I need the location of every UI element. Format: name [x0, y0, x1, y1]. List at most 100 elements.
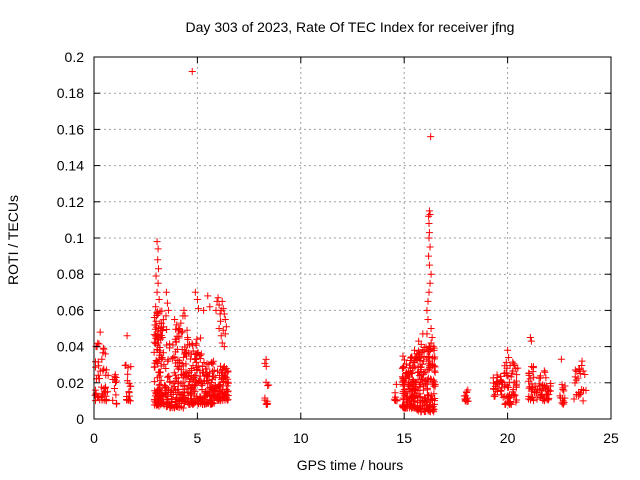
data-point [425, 229, 433, 237]
data-point [398, 378, 406, 386]
data-point [154, 245, 162, 253]
data-point [173, 321, 181, 329]
data-point [193, 335, 201, 343]
data-point [505, 353, 513, 361]
data-point [463, 397, 471, 405]
data-point [94, 371, 102, 379]
data-point [536, 374, 544, 382]
data-point [188, 67, 196, 75]
data-point [410, 358, 418, 366]
data-point [558, 399, 566, 407]
data-point [421, 394, 429, 402]
data-point [406, 401, 414, 409]
y-tick-label: 0.02 [57, 375, 84, 391]
x-tick-label: 10 [293, 430, 309, 446]
data-point [153, 323, 161, 331]
data-point [100, 345, 108, 353]
data-point [411, 346, 419, 354]
data-point [561, 394, 569, 402]
data-point [500, 369, 508, 377]
data-point [422, 399, 430, 407]
data-point [222, 323, 230, 331]
data-point [155, 296, 163, 304]
data-point [513, 371, 521, 379]
data-point [543, 395, 551, 403]
data-point [170, 353, 178, 361]
data-point [186, 400, 194, 408]
data-point [174, 385, 182, 393]
data-point [158, 354, 166, 362]
data-point [174, 378, 182, 386]
data-point [152, 272, 160, 280]
data-point [196, 354, 204, 362]
data-point [121, 361, 129, 369]
data-point [399, 401, 407, 409]
data-point [416, 348, 424, 356]
data-point [501, 381, 509, 389]
data-point [158, 400, 166, 408]
data-point [413, 353, 421, 361]
data-point [526, 396, 534, 404]
data-point [494, 380, 502, 388]
data-point [418, 360, 426, 368]
data-point [264, 382, 272, 390]
data-point [191, 371, 199, 379]
data-point [169, 390, 177, 398]
y-axis-label: ROTI / TECUs [5, 195, 21, 285]
data-point [426, 402, 434, 410]
y-tick-labels: 0 0.02 0.04 0.06 0.08 0.1 0.12 0.14 0.16 0.18 0.2 [57, 49, 84, 427]
data-point [198, 386, 206, 394]
data-point [399, 352, 407, 360]
data-point [209, 383, 217, 391]
data-point [168, 354, 176, 362]
data-point [181, 312, 189, 320]
data-point [157, 376, 165, 384]
data-point [200, 306, 208, 314]
x-tick-labels: 0 5 10 15 20 25 [90, 430, 619, 446]
data-point [159, 316, 167, 324]
data-point [427, 345, 435, 353]
x-tick-label: 5 [194, 430, 202, 446]
data-points [91, 67, 590, 416]
data-point [104, 371, 112, 379]
data-point [497, 387, 505, 395]
data-point [581, 370, 589, 378]
data-point [152, 334, 160, 342]
data-point [529, 368, 537, 376]
data-point [183, 369, 191, 377]
data-point [541, 385, 549, 393]
data-point [224, 388, 232, 396]
data-point [547, 379, 555, 387]
x-axis-label: GPS time / hours [297, 457, 404, 473]
data-point [415, 337, 423, 345]
data-point [154, 310, 162, 318]
data-point [219, 385, 227, 393]
data-point [183, 326, 191, 334]
data-point [152, 303, 160, 311]
data-point [215, 301, 223, 309]
data-point [427, 361, 435, 369]
data-point [158, 319, 166, 327]
axis-ticks [93, 56, 612, 420]
data-point [165, 373, 173, 381]
data-point [123, 393, 131, 401]
data-point [95, 375, 103, 383]
data-point [162, 391, 170, 399]
data-point [193, 296, 201, 304]
y-tick-label: 0.18 [57, 85, 84, 101]
data-point [514, 364, 522, 372]
data-point [265, 381, 273, 389]
data-point [153, 309, 161, 317]
data-point [415, 393, 423, 401]
data-point [421, 380, 429, 388]
data-point [184, 334, 192, 342]
data-point [423, 306, 431, 314]
data-point [425, 207, 433, 215]
data-point [198, 396, 206, 404]
data-point [398, 402, 406, 410]
data-point [525, 369, 533, 377]
data-point [209, 392, 217, 400]
data-point [510, 360, 518, 368]
data-point [218, 339, 226, 347]
